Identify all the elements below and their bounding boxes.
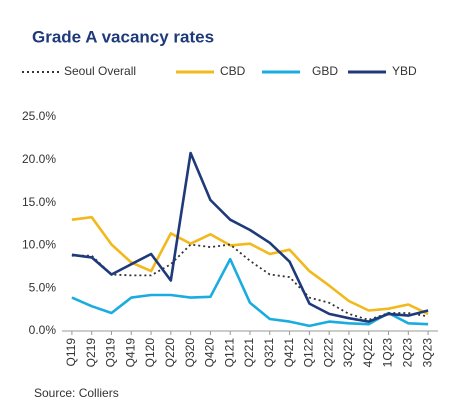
legend-label: GBD (312, 64, 338, 78)
y-tick-label: 10.0% (22, 238, 56, 252)
x-tick-label: 3Q22 (341, 338, 355, 368)
x-tick-label: Q222 (321, 338, 335, 368)
x-tick-label: Q321 (262, 338, 276, 368)
x-tick-label: 1Q23 (381, 338, 395, 368)
x-tick-label: 2Q23 (400, 338, 414, 368)
line-series (71, 243, 429, 321)
x-tick-label: Q219 (84, 338, 98, 368)
chart-title: Grade A vacancy rates (32, 27, 214, 46)
line-series (71, 151, 429, 323)
x-tick-label: 3Q23 (420, 338, 434, 368)
x-tick-label: Q419 (123, 338, 137, 368)
x-tick-label: Q421 (282, 338, 296, 368)
x-tick-label: Q119 (64, 338, 78, 367)
line-series (71, 257, 429, 328)
y-tick-label: 25.0% (22, 109, 56, 123)
legend-label: CBD (220, 64, 246, 78)
legend-label: Seoul Overall (64, 64, 136, 78)
legend-label: YBD (392, 64, 417, 78)
y-tick-label: 0.0% (29, 323, 57, 337)
x-tick-label: Q420 (203, 338, 217, 368)
x-tick-label: Q122 (302, 338, 316, 368)
x-tick-label: Q320 (183, 338, 197, 368)
x-tick-label: Q221 (242, 338, 256, 368)
line-series (71, 215, 429, 316)
source: Source: Colliers (34, 386, 119, 400)
x-tick-label: Q319 (104, 338, 118, 368)
x-tick-label: Q121 (222, 338, 236, 368)
y-tick-label: 15.0% (22, 195, 56, 209)
x-tick-label: Q220 (163, 338, 177, 368)
x-tick-label: Q120 (143, 338, 157, 368)
y-tick-label: 20.0% (22, 152, 56, 166)
y-tick-label: 5.0% (29, 280, 57, 294)
x-tick-label: 4Q22 (361, 338, 375, 368)
